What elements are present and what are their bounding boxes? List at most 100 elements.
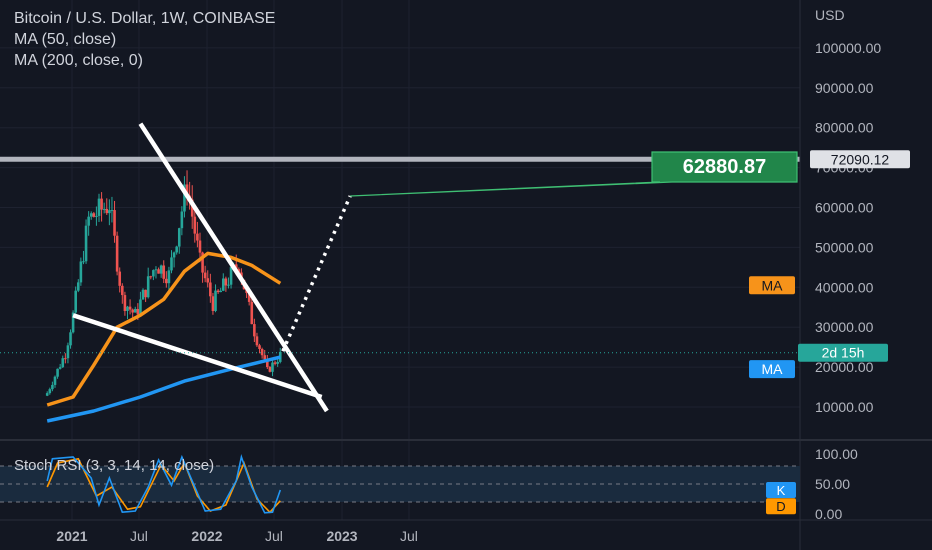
candle-body [167, 270, 171, 284]
candle-body [95, 215, 98, 217]
candle-body [172, 252, 176, 258]
candle-body [170, 257, 173, 271]
time-axis-label: 2023 [326, 528, 357, 544]
price-axis-tick: 10000.00 [815, 399, 874, 415]
candle-body [128, 306, 132, 310]
candle-body [216, 290, 220, 293]
target-callout[interactable] [350, 151, 798, 197]
candle-body [141, 289, 145, 300]
candle-body [118, 271, 122, 286]
candle-body [271, 362, 274, 372]
stoch-rsi-legend[interactable]: Stoch RSI (3, 3, 14, 14, close) [14, 457, 215, 474]
candle-body [211, 296, 215, 311]
candle-body [253, 324, 256, 337]
candle-body [157, 269, 160, 274]
candle-body [206, 278, 210, 283]
candle-body [162, 265, 166, 279]
candle-body [255, 336, 259, 346]
candle-body [175, 246, 178, 253]
stoch-k-line [46, 454, 282, 514]
time-axis-label: 2022 [191, 528, 222, 544]
candle-body [144, 289, 147, 298]
candle-body [177, 228, 181, 247]
candle-body [69, 332, 72, 346]
candle-body [190, 199, 194, 217]
price-axis-tick: 30000.00 [815, 319, 874, 335]
ma200-legend[interactable]: MA (200, close, 0) [14, 52, 143, 69]
candle-body [260, 349, 264, 356]
candle-body [227, 284, 230, 286]
candle-body [58, 367, 62, 369]
target-callout-label: 62880.87 [683, 156, 766, 178]
symbol-title[interactable]: Bitcoin / U.S. Dollar, 1W, COINBASE [14, 10, 276, 27]
candle-body [258, 345, 261, 350]
ma50-tag [749, 276, 795, 295]
candle-body [165, 278, 168, 284]
candle-body [234, 264, 238, 270]
candle-body [146, 276, 150, 298]
candle-body [45, 393, 49, 396]
candle-body [76, 282, 80, 291]
stoch-k-tag-label: K [777, 483, 786, 498]
candle-body [133, 308, 137, 313]
candle-body [71, 312, 75, 333]
stoch-d-tag-label: D [776, 499, 785, 514]
candle-body [51, 384, 54, 390]
candle-body [66, 345, 70, 359]
candle-body [97, 198, 101, 216]
candle-body [180, 211, 184, 229]
candle-body [82, 261, 85, 263]
candle-body [74, 290, 77, 313]
candle-body [247, 292, 251, 302]
ma200-tag-label: MA [762, 361, 784, 377]
ma50-legend[interactable]: MA (50, close) [14, 31, 117, 48]
stoch-axis-tick: 100.00 [815, 446, 858, 462]
candle-body [268, 367, 272, 372]
time-axis-label: Jul [130, 528, 148, 544]
candle-body [214, 290, 217, 311]
candle-body [219, 290, 222, 293]
price-axis-tick: 80000.00 [815, 120, 874, 136]
candle-body [79, 261, 83, 283]
candle-body [131, 309, 134, 313]
candle-body [250, 301, 254, 325]
level-price-tag[interactable] [810, 150, 910, 169]
price-axis-tick: 90000.00 [815, 80, 874, 96]
price-axis-tick: 40000.00 [815, 279, 874, 295]
candle-body [48, 389, 52, 394]
candle-body [64, 358, 67, 360]
candle-body [209, 282, 212, 297]
candle-body [87, 216, 90, 226]
candle-body [123, 295, 127, 312]
candle-body [56, 368, 59, 377]
candle-body [221, 278, 225, 291]
candle-body [113, 210, 116, 236]
candle-body [185, 184, 189, 196]
candle-body [110, 210, 114, 212]
candle-body [89, 213, 93, 217]
level-price-tag-label: 72090.12 [831, 151, 890, 167]
candle-body [237, 269, 241, 273]
upper-trendline[interactable] [138, 122, 329, 413]
candle-body [126, 306, 129, 312]
price-axis-tick: 20000.00 [815, 359, 874, 375]
time-axis-label: Jul [265, 528, 283, 544]
candle-body [154, 269, 158, 271]
candle-body [139, 299, 142, 315]
candle-body [108, 210, 111, 214]
candle-body [159, 265, 163, 274]
countdown-tag-label: 2d 15h [822, 345, 865, 361]
ma50-tag-label: MA [762, 277, 784, 293]
candle-body [196, 233, 199, 241]
lower-trendline[interactable] [72, 313, 323, 400]
time-axis-label: 2021 [56, 528, 87, 544]
candle-body [229, 266, 233, 285]
countdown-tag [798, 343, 888, 362]
time-axis-label: Jul [400, 528, 418, 544]
price-axis-tick: 100000.00 [815, 40, 881, 56]
candle-body [100, 198, 103, 210]
stoch-axis-tick: 50.00 [815, 476, 850, 492]
candle-body [121, 285, 124, 296]
